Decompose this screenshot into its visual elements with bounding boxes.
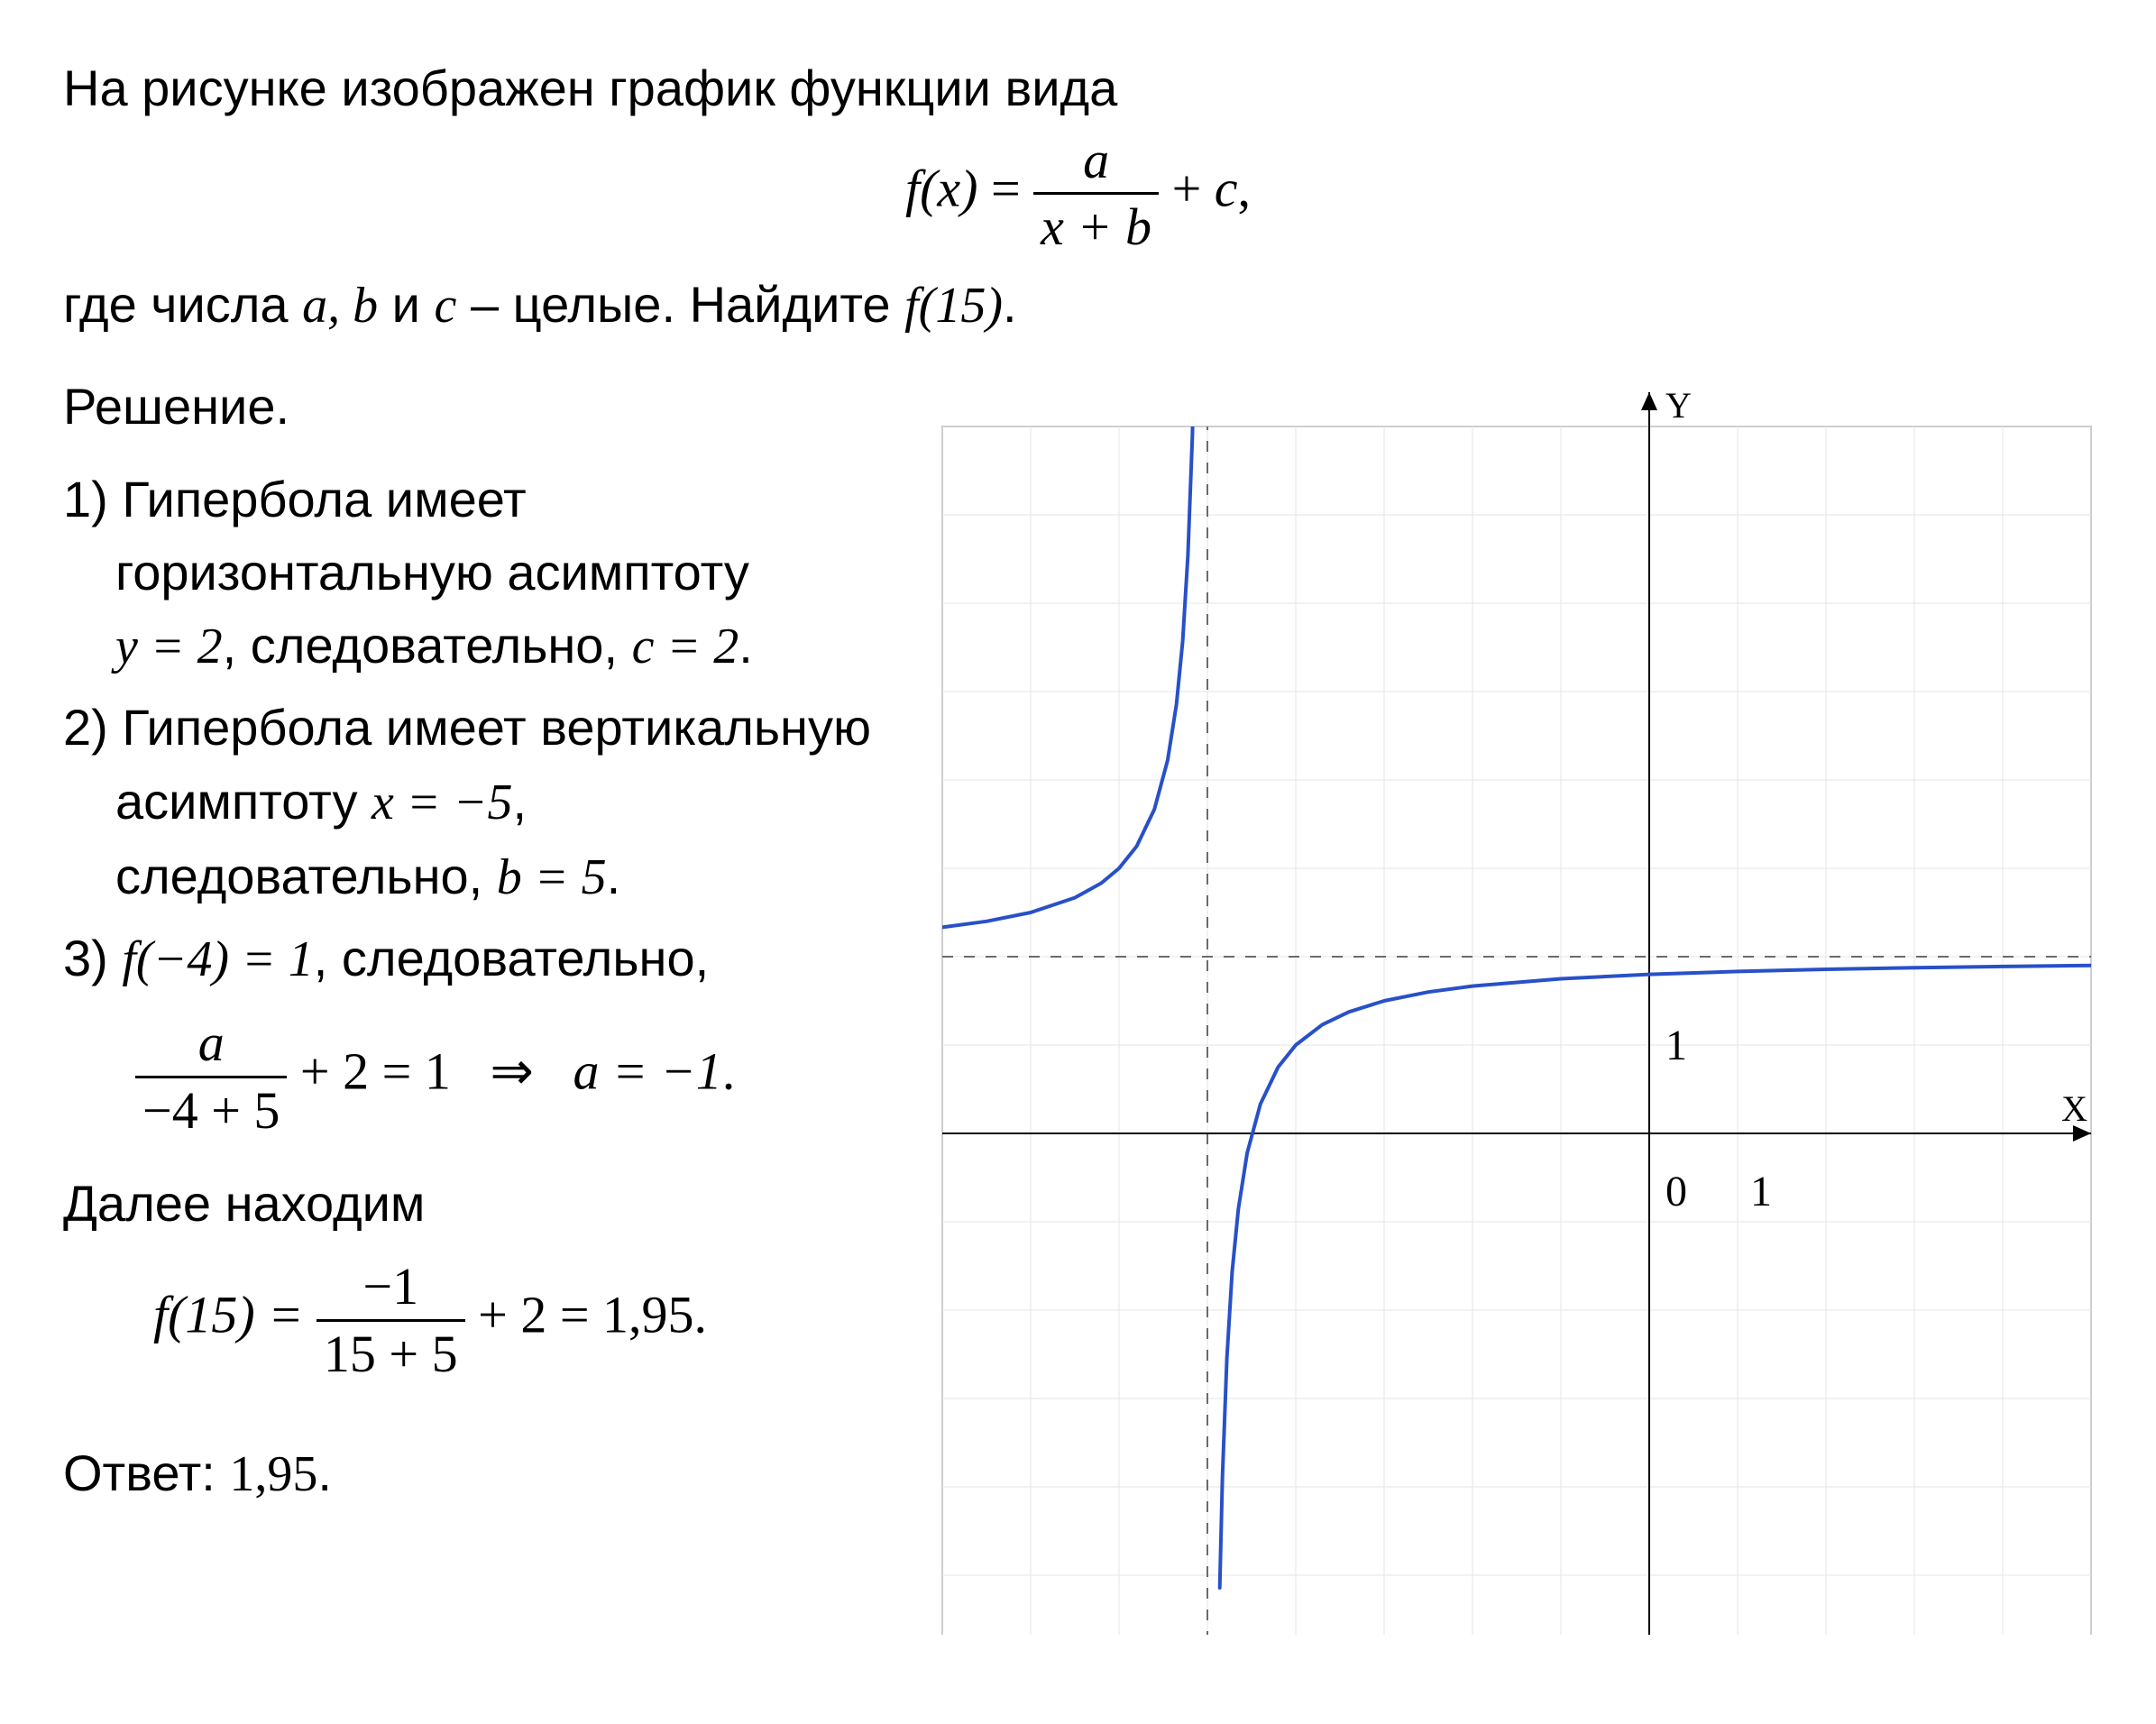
problem-intro: На рисунке изображен график функции вида (63, 54, 2093, 123)
answer: Ответ: 1,95. (63, 1436, 912, 1511)
formula-lhs: f(x) (905, 159, 978, 217)
step-2: 2) Гипербола имеет вертикальную асимптот… (63, 691, 912, 914)
formula-fraction: a x + b (1033, 132, 1159, 257)
svg-text:X: X (2061, 1088, 2087, 1129)
equation-a: a −4 + 5 + 2 = 1 ⇒ a = −1. (135, 1014, 912, 1140)
svg-text:1: 1 (1665, 1022, 1687, 1069)
formula-denominator: x + b (1033, 195, 1159, 256)
next-label: Далее находим (63, 1167, 912, 1240)
step-3: 3) f(−4) = 1, следовательно, (63, 922, 912, 996)
body-row: 1) Гипербола имеет горизонтальную асимпт… (63, 463, 2093, 1635)
equation-final: f(15) = −1 15 + 5 + 2 = 1,95. (153, 1258, 912, 1383)
page: На рисунке изображен график функции вида… (0, 0, 2156, 1724)
problem-condition: где числа a, b и c – целые. Найдите f(15… (63, 271, 2093, 341)
svg-text:0: 0 (1665, 1168, 1687, 1215)
main-formula: f(x) = a x + b + c, (63, 132, 2093, 257)
formula-tail: c (1215, 159, 1238, 217)
svg-text:Y: Y (1665, 390, 1692, 426)
hyperbola-chart: Y X 0 1 1 (939, 390, 2093, 1635)
formula-numerator: a (1033, 132, 1159, 196)
chart: Y X 0 1 1 (939, 390, 2093, 1635)
step-1: 1) Гипербола имеет горизонтальную асимпт… (63, 463, 912, 684)
solution-text: 1) Гипербола имеет горизонтальную асимпт… (63, 463, 912, 1512)
svg-text:1: 1 (1750, 1168, 1772, 1215)
